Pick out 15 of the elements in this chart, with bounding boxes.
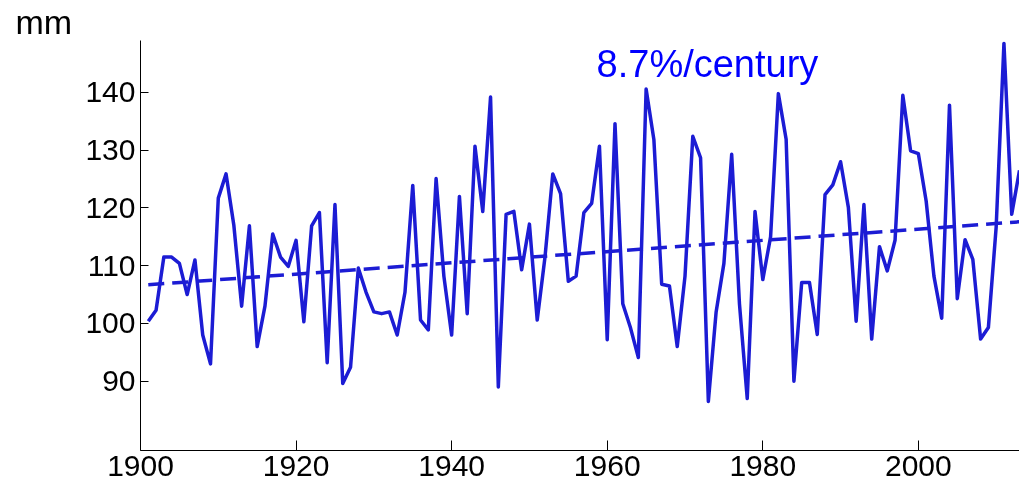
annotation: 8.7%/century [596,42,819,85]
y-tick-label: 110 [87,248,136,282]
y-tick-label: 90 [102,364,136,398]
x-tick-label: 1900 [107,448,174,482]
y-tick-label: 120 [85,190,136,224]
x-tick-label: 1940 [418,448,486,482]
y-tick-label: 100 [85,306,136,340]
line-series [146,41,1019,404]
x-tick-label: 2000 [885,448,952,482]
x-tick-label: 1920 [262,448,330,482]
y-tick-label: 140 [85,75,136,109]
y-axis-title: mm [15,2,73,41]
y-tick-label: 130 [85,133,136,167]
x-tick-label: 1960 [573,448,641,482]
x-tick-label: 1980 [729,448,797,482]
